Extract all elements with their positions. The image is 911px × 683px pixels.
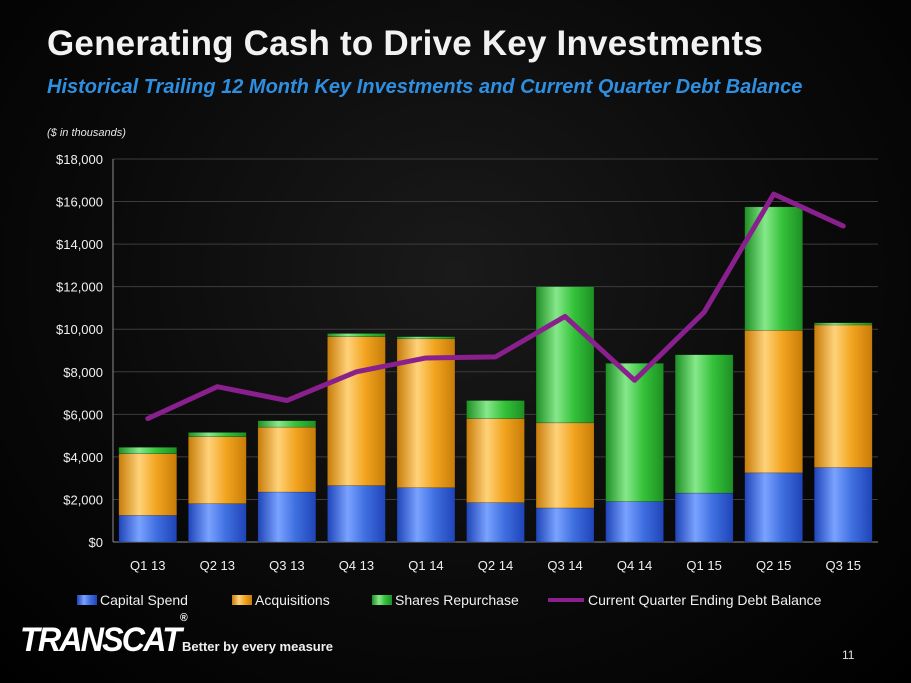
y-tick-label: $8,000 — [63, 365, 103, 380]
x-tick-label: Q1 14 — [408, 558, 443, 573]
bar-capital-spend — [674, 492, 734, 543]
bar-acquisitions — [327, 336, 386, 486]
bar-acquisitions — [118, 453, 178, 516]
logo-registered-mark: ® — [180, 611, 188, 624]
bar-acquisitions — [466, 418, 525, 503]
transcat-logo: TRANSCAT® — [20, 612, 188, 660]
bar-capital-spend — [257, 491, 317, 543]
legend-swatch — [232, 595, 252, 605]
slide-title: Generating Cash to Drive Key Investments — [47, 24, 763, 63]
bar-capital-spend — [118, 515, 178, 543]
x-tick-label: Q4 13 — [339, 558, 374, 573]
bar-shares-repurchase — [118, 447, 178, 454]
x-tick-label: Q1 13 — [130, 558, 165, 573]
y-tick-label: $14,000 — [56, 237, 103, 252]
legend-swatch — [372, 595, 392, 605]
bar-shares-repurchase — [257, 420, 317, 428]
x-tick-label: Q2 14 — [478, 558, 513, 573]
bar-capital-spend — [535, 507, 595, 543]
y-tick-label: $16,000 — [56, 195, 103, 210]
bar-acquisitions — [188, 436, 247, 504]
bar-shares-repurchase — [327, 333, 386, 337]
legend-label: Current Quarter Ending Debt Balance — [588, 592, 822, 608]
bar-acquisitions — [535, 422, 595, 509]
x-tick-label: Q3 13 — [269, 558, 304, 573]
y-tick-label: $18,000 — [56, 152, 103, 167]
legend-label: Shares Repurchase — [395, 592, 519, 608]
legend-swatch — [77, 595, 97, 605]
bar-shares-repurchase — [188, 432, 247, 437]
bar-shares-repurchase — [466, 400, 525, 419]
x-tick-label: Q1 15 — [686, 558, 721, 573]
units-note: ($ in thousands) — [47, 127, 126, 139]
bar-capital-spend — [605, 501, 664, 543]
y-tick-label: $10,000 — [56, 322, 103, 337]
bar-capital-spend — [744, 472, 803, 543]
slide-subtitle: Historical Trailing 12 Month Key Investm… — [47, 76, 803, 98]
bar-capital-spend — [188, 503, 247, 543]
bar-shares-repurchase — [396, 336, 456, 340]
y-tick-label: $12,000 — [56, 280, 103, 295]
x-tick-label: Q3 14 — [547, 558, 582, 573]
bar-acquisitions — [744, 330, 803, 474]
bar-shares-repurchase — [674, 354, 734, 494]
bar-capital-spend — [466, 502, 525, 543]
bar-shares-repurchase — [813, 322, 873, 326]
legend-label: Capital Spend — [100, 592, 188, 608]
x-tick-label: Q2 15 — [756, 558, 791, 573]
y-tick-label: $4,000 — [63, 450, 103, 465]
x-tick-label: Q4 14 — [617, 558, 652, 573]
logo-text: TRANSCAT — [20, 621, 182, 659]
x-tick-label: Q3 15 — [826, 558, 861, 573]
y-tick-label: $0 — [89, 535, 103, 550]
bar-capital-spend — [396, 487, 456, 543]
tagline: Better by every measure — [182, 639, 334, 654]
debt-balance-line — [145, 191, 846, 422]
page-number: 11 — [842, 648, 855, 662]
x-tick-label: Q2 13 — [200, 558, 235, 573]
bar-shares-repurchase — [605, 363, 664, 502]
y-tick-label: $6,000 — [63, 407, 103, 422]
legend-label: Acquisitions — [255, 592, 330, 608]
bar-capital-spend — [327, 485, 386, 543]
y-tick-label: $2,000 — [63, 492, 103, 507]
bar-capital-spend — [813, 467, 873, 543]
bar-acquisitions — [257, 426, 317, 493]
bar-acquisitions — [813, 324, 873, 468]
bar-shares-repurchase — [535, 286, 595, 424]
